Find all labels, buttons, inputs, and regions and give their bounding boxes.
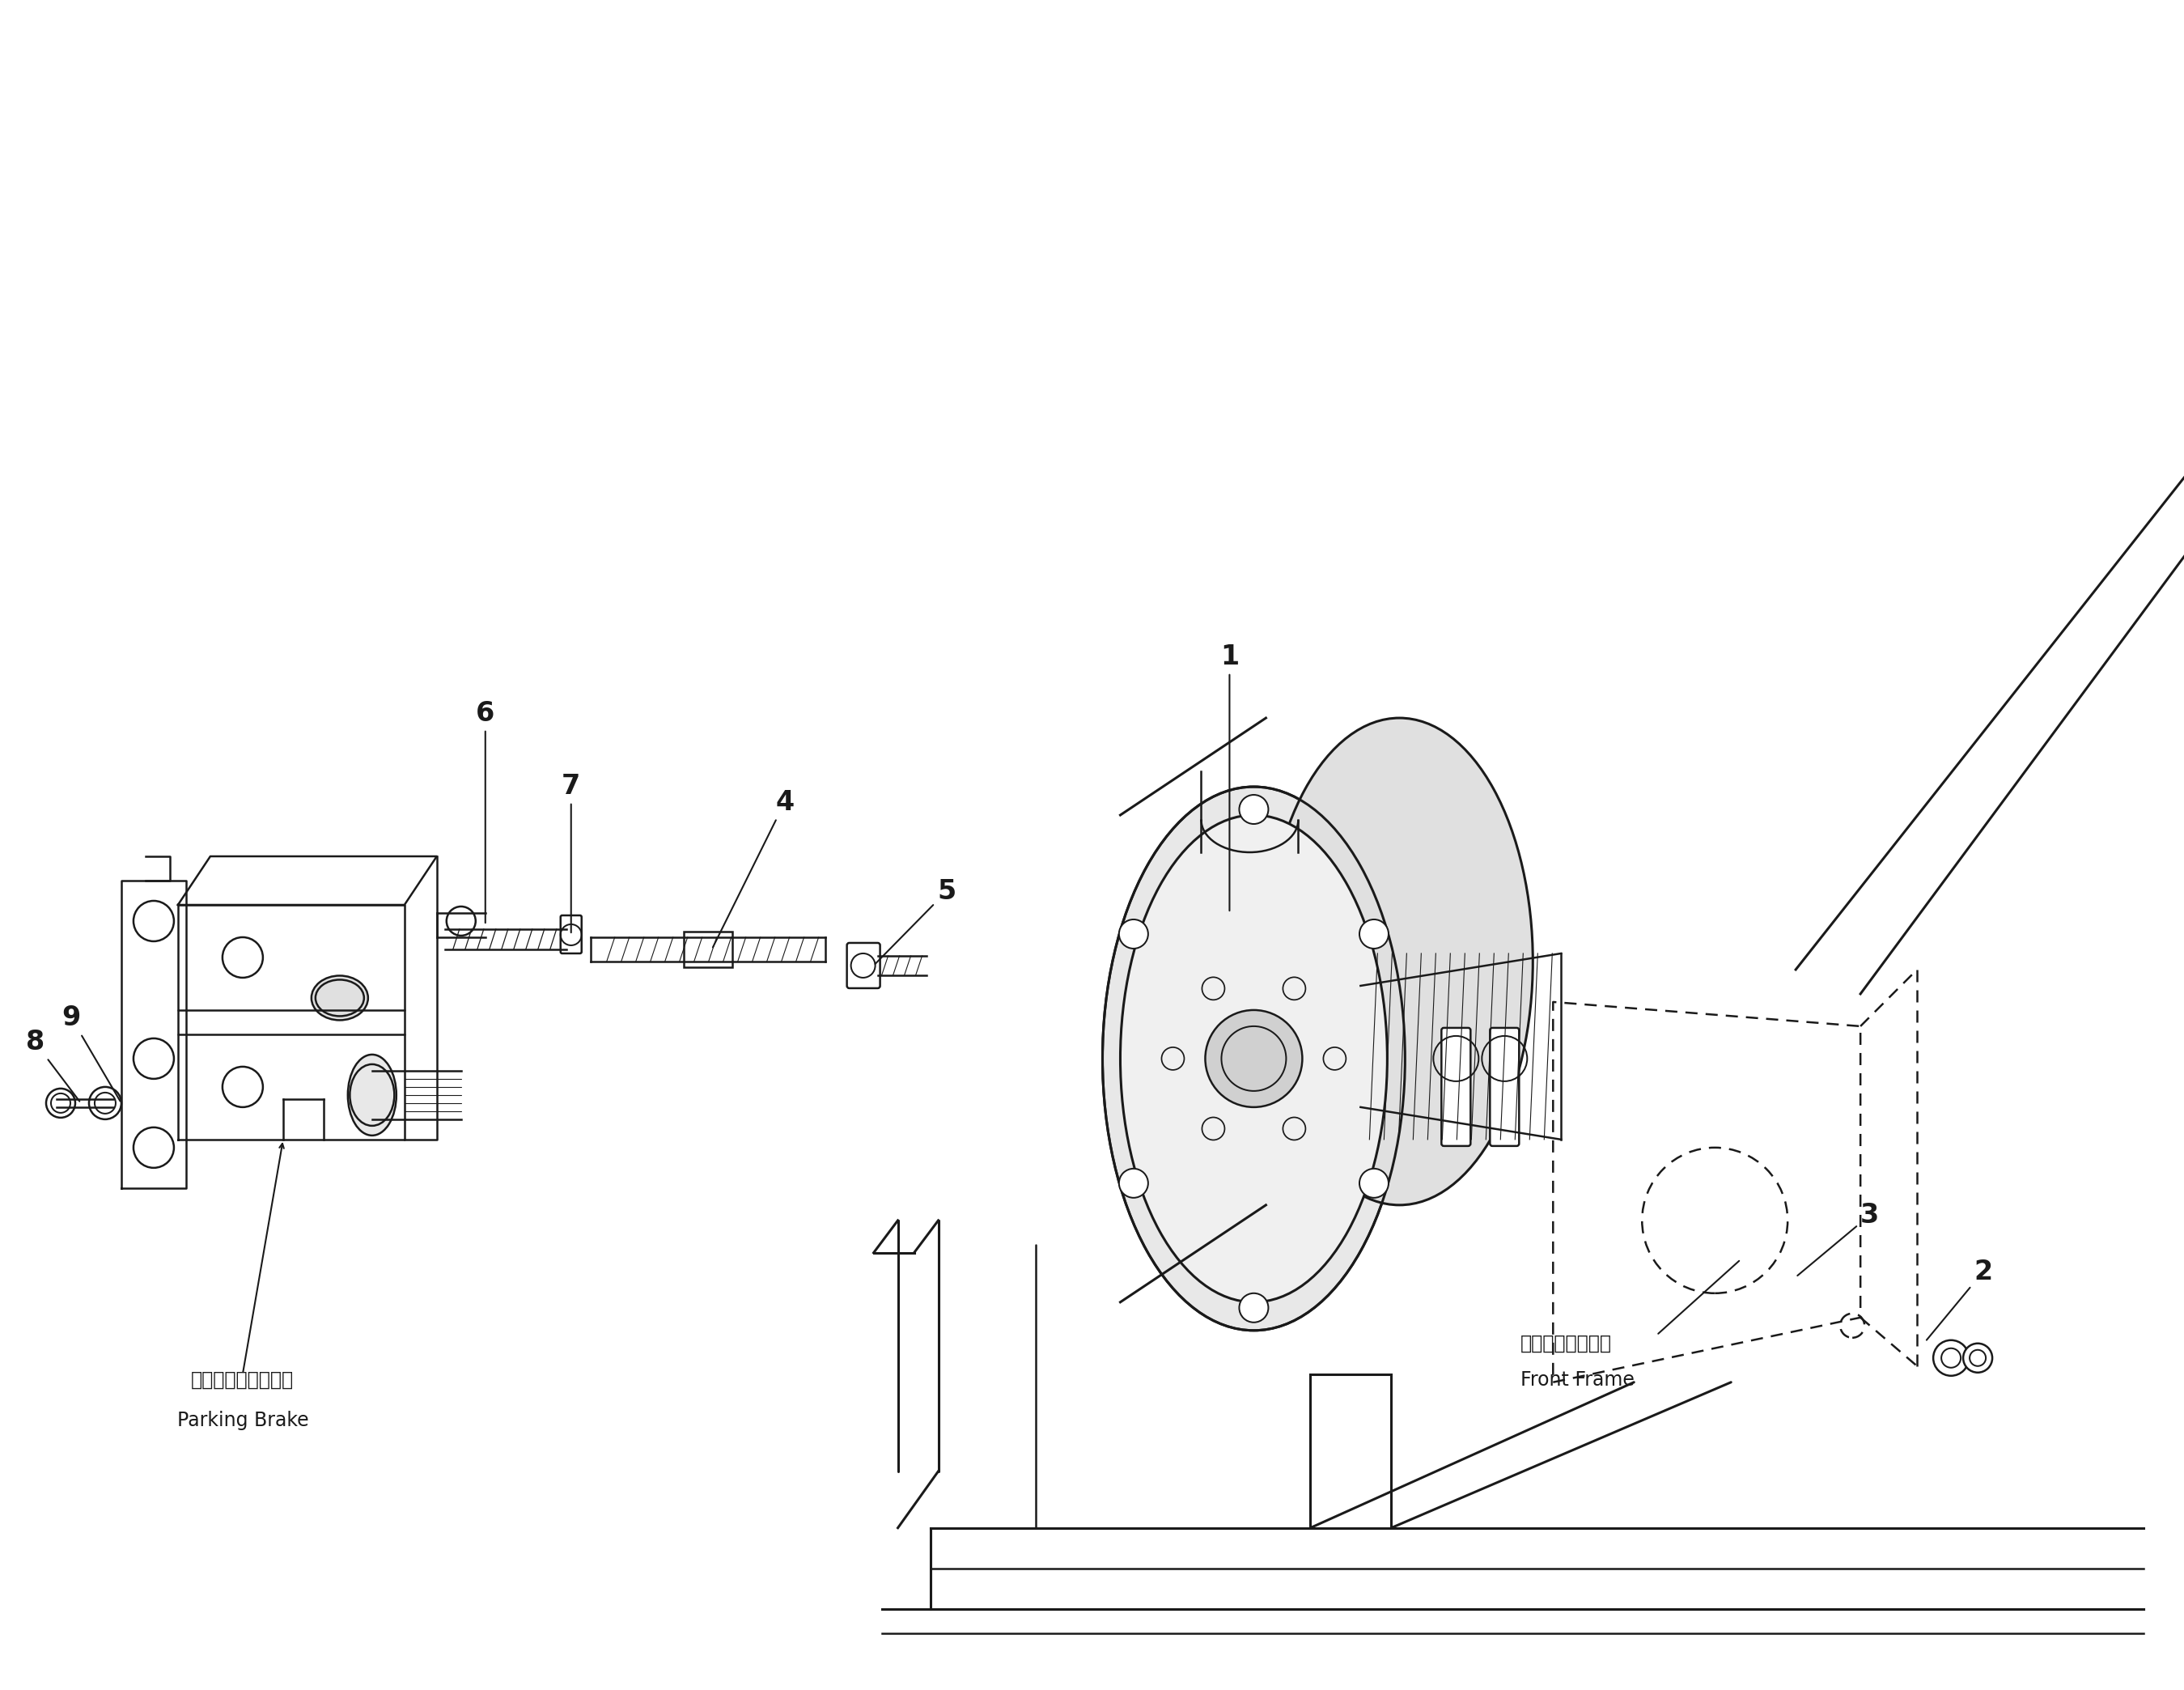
Circle shape: [1358, 1168, 1389, 1198]
Text: パーキングブレーキ: パーキングブレーキ: [192, 1371, 295, 1389]
Text: 8: 8: [26, 1029, 79, 1102]
FancyBboxPatch shape: [1489, 1028, 1520, 1146]
Text: 4: 4: [712, 789, 795, 948]
FancyBboxPatch shape: [1441, 1028, 1470, 1146]
Bar: [684, 931, 732, 967]
Circle shape: [1118, 1168, 1149, 1198]
Circle shape: [1963, 1344, 1992, 1372]
Circle shape: [1238, 1293, 1269, 1322]
Circle shape: [1238, 794, 1269, 825]
FancyBboxPatch shape: [847, 943, 880, 989]
Ellipse shape: [1267, 718, 1533, 1205]
Text: 9: 9: [61, 1006, 120, 1102]
Text: Parking Brake: Parking Brake: [177, 1411, 308, 1430]
Circle shape: [1358, 919, 1389, 948]
FancyBboxPatch shape: [561, 916, 581, 953]
Text: 6: 6: [476, 700, 496, 923]
Text: フロントフレーム: フロントフレーム: [1520, 1333, 1612, 1354]
Circle shape: [46, 1088, 74, 1117]
Circle shape: [90, 1087, 122, 1119]
Text: 7: 7: [561, 772, 581, 933]
Circle shape: [1206, 1011, 1302, 1107]
Text: 3: 3: [1797, 1202, 1878, 1276]
Circle shape: [1118, 919, 1149, 948]
Text: 1: 1: [1221, 644, 1238, 911]
Text: 2: 2: [1926, 1259, 1992, 1340]
Ellipse shape: [1120, 815, 1387, 1301]
Ellipse shape: [312, 975, 369, 1021]
Ellipse shape: [347, 1055, 395, 1136]
Text: Front Frame: Front Frame: [1520, 1371, 1634, 1389]
Ellipse shape: [1103, 788, 1404, 1330]
Circle shape: [1933, 1340, 1968, 1376]
Text: 5: 5: [876, 879, 957, 963]
